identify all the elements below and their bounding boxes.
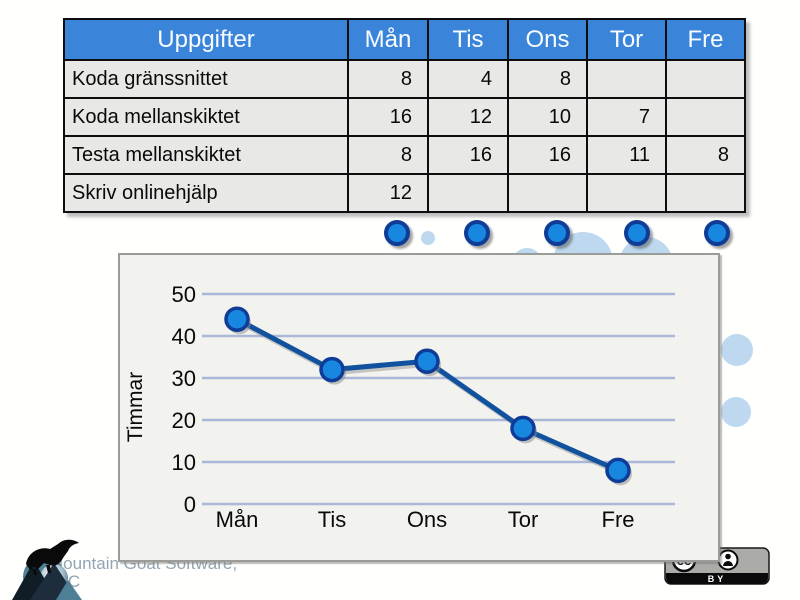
hours-cell: 16 (507, 135, 588, 175)
hours-cell (586, 173, 667, 213)
y-axis-tick-label: 0 (184, 492, 196, 517)
task-table: Uppgifter Mån Tis Ons Tor Fre Koda gränssnitte… (63, 18, 746, 213)
column-header-day: Tor (586, 18, 667, 61)
x-axis-tick-label: Fre (602, 507, 635, 532)
hours-cell (586, 59, 667, 99)
attribution-person-icon (717, 549, 739, 571)
column-header-day: Ons (507, 18, 588, 61)
task-name-cell: Testa mellanskiktet (63, 135, 349, 175)
x-axis-tick-label: Mån (216, 507, 259, 532)
badge-black-strip (666, 573, 768, 584)
hours-cell: 8 (507, 59, 588, 99)
hours-cell: 16 (427, 135, 509, 175)
decorative-bubble (421, 231, 435, 245)
y-axis-tick-label: 40 (172, 324, 196, 349)
license-label: BY (708, 574, 727, 584)
hours-cell: 4 (427, 59, 509, 99)
hours-cell (665, 59, 746, 99)
column-header-day: Mån (347, 18, 429, 61)
column-marker-dot (704, 220, 730, 246)
data-point-fre (605, 457, 631, 484)
mountain-goat-logo (12, 539, 82, 600)
hours-cell: 8 (665, 135, 746, 175)
data-point-tor (510, 415, 536, 442)
chart-svg: 0 10 20 30 40 50 Mån Tis Ons Tor Fre Timmar (124, 282, 675, 532)
burndown-chart: 0 10 20 30 40 50 Mån Tis Ons Tor Fre Timmar (118, 253, 720, 562)
hours-cell: 12 (427, 97, 509, 137)
table-row: Skriv onlinehjälp 12 (63, 173, 746, 213)
hours-cell (665, 173, 746, 213)
data-point-mån (224, 306, 250, 332)
column-header-day: Tis (427, 18, 509, 61)
data-point-tis (319, 356, 345, 383)
hours-cell: 7 (586, 97, 667, 137)
column-header-tasks: Uppgifter (63, 18, 349, 61)
x-axis-tick-label: Tor (508, 507, 539, 532)
y-axis-tick-label: 30 (172, 366, 196, 391)
hours-cell (665, 97, 746, 137)
decorative-bubble (721, 397, 751, 427)
task-name-cell: Skriv onlinehjälp (63, 173, 349, 213)
hours-cell (507, 173, 588, 213)
table-row: Koda gränssnittet 8 4 8 (63, 59, 746, 99)
series-line (234, 316, 621, 473)
hours-cell: 8 (347, 59, 429, 99)
table-row: Koda mellanskiktet 16 12 10 7 (63, 97, 746, 137)
column-marker-dot (544, 220, 570, 246)
table-header-row: Uppgifter Mån Tis Ons Tor Fre (63, 18, 746, 61)
hours-cell: 8 (347, 135, 429, 175)
person-body (723, 561, 733, 566)
data-point-ons (414, 348, 440, 374)
y-axis-tick-label: 20 (172, 408, 196, 433)
column-marker-dot (384, 220, 410, 246)
x-axis-tick-label: Tis (318, 507, 347, 532)
logo-mountain-icon (56, 580, 82, 600)
hours-cell: 11 (586, 135, 667, 175)
x-axis-tick-label: Ons (407, 507, 447, 532)
y-axis-title: Timmar (124, 372, 147, 442)
hours-cell: 10 (507, 97, 588, 137)
table-row: Testa mellanskiktet 8 16 16 11 8 (63, 135, 746, 175)
decorative-bubble (721, 334, 753, 366)
hours-cell: 12 (347, 173, 429, 213)
hours-cell: 16 (347, 97, 429, 137)
hours-cell (427, 173, 509, 213)
y-axis-tick-label: 10 (172, 450, 196, 475)
person-head (725, 553, 731, 560)
column-header-day: Fre (665, 18, 746, 61)
y-axis-tick-label: 50 (172, 282, 196, 307)
column-marker-dot (464, 220, 490, 246)
series-line-shadow (238, 319, 622, 476)
task-name-cell: Koda mellanskiktet (63, 97, 349, 137)
goat-icon (26, 539, 79, 575)
column-marker-dot (624, 220, 650, 246)
task-name-cell: Koda gränssnittet (63, 59, 349, 99)
